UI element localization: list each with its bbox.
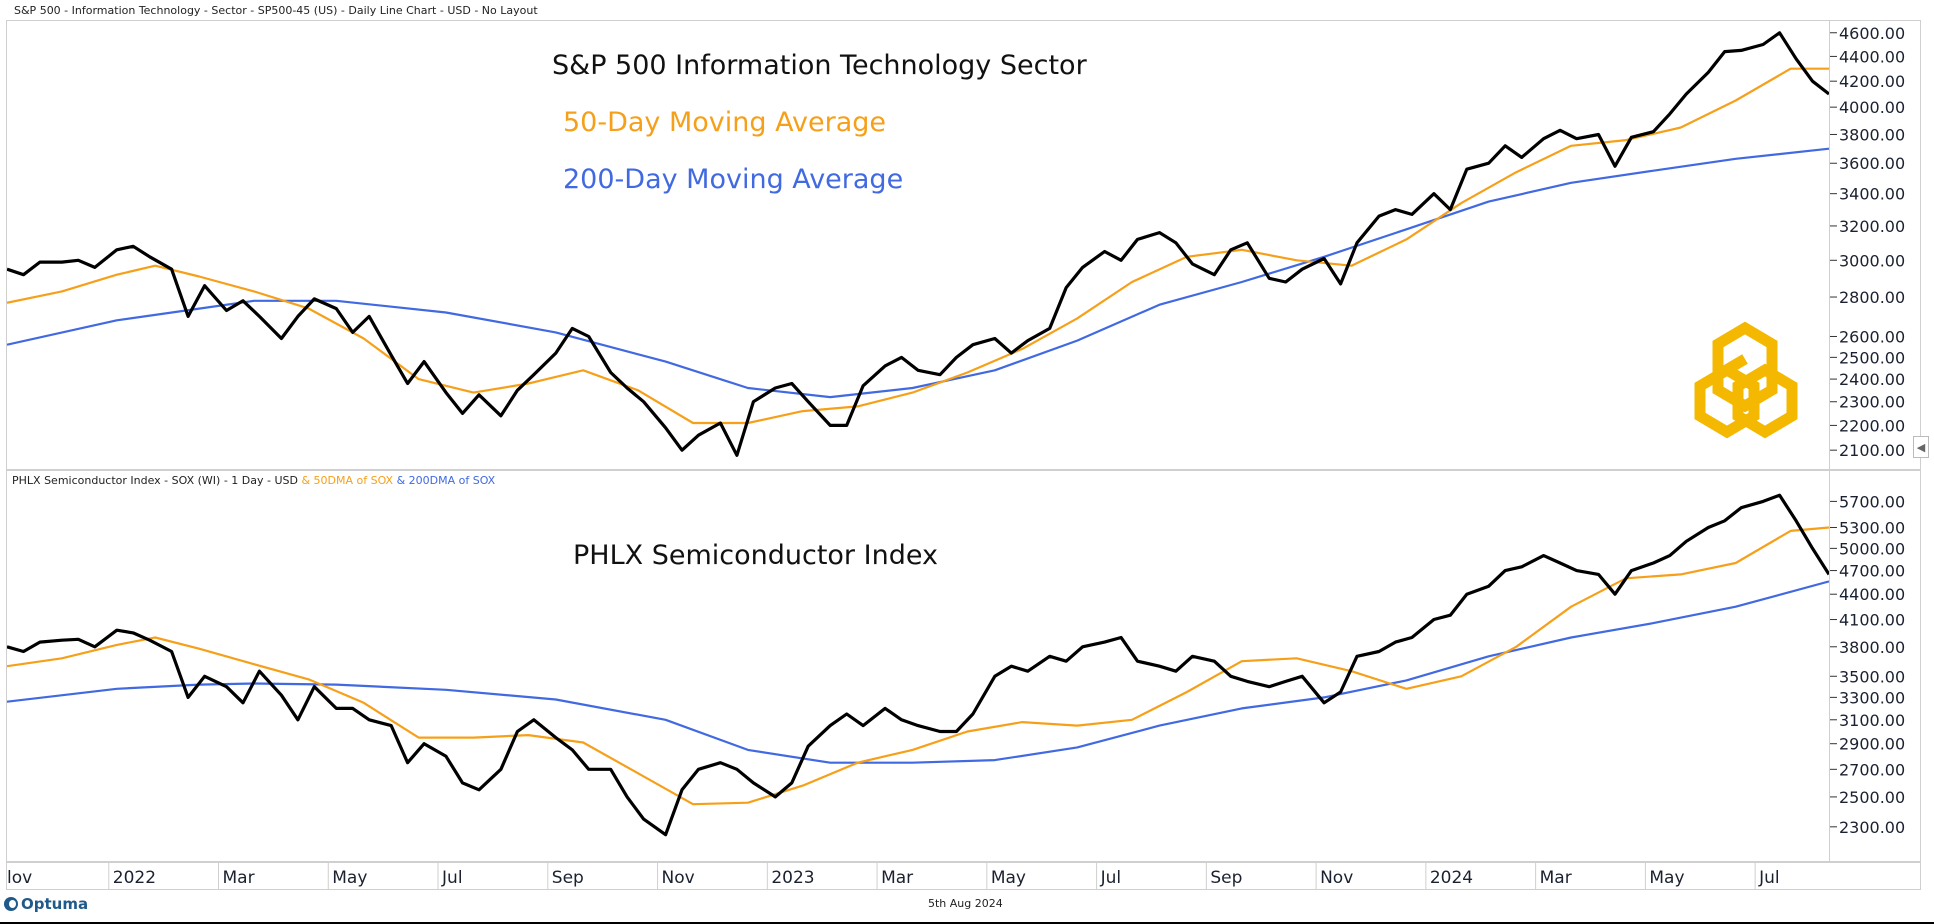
logo-hex-left bbox=[1694, 363, 1760, 439]
sox-ytick-label: 2700.00 bbox=[1839, 760, 1905, 779]
time-axis[interactable]: lov 2022 Mar May Jul Sep Nov 2023 Mar May Jul Sep No… bbox=[6, 862, 1921, 890]
sp500-it-ytick-label: 2200.00 bbox=[1839, 416, 1905, 435]
annotation-200dma: 200-Day Moving Average bbox=[563, 164, 904, 195]
sp500-it-series-price bbox=[7, 31, 1829, 457]
sox-y-ticks: 5700.00 5300.00 5000.00 4700.00 4400.00 4100.… bbox=[1830, 492, 1905, 837]
optuma-brand: Optuma bbox=[4, 895, 88, 913]
time-axis-label: Sep bbox=[552, 868, 584, 888]
sox-ytick-label: 2300.00 bbox=[1839, 818, 1905, 837]
sp500-it-ytick-label: 2300.00 bbox=[1839, 393, 1905, 412]
time-axis-label: 2024 bbox=[1430, 868, 1473, 888]
sox-ytick-label: 2900.00 bbox=[1839, 735, 1905, 754]
sp500-it-plot bbox=[7, 31, 1829, 457]
sox-panel[interactable] bbox=[6, 470, 1830, 862]
sox-ytick-label: 5300.00 bbox=[1839, 518, 1905, 537]
sox-200dma-label: & 200DMA of SOX bbox=[393, 474, 496, 487]
sp500-it-ytick-label: 2400.00 bbox=[1839, 370, 1905, 389]
time-axis-label: Jul bbox=[1100, 868, 1122, 888]
sp500-it-ytick-label: 3600.00 bbox=[1839, 154, 1905, 173]
time-axis-label: Jul bbox=[1758, 868, 1780, 888]
sox-ytick-label: 3500.00 bbox=[1839, 667, 1905, 686]
logo-hex-right bbox=[1732, 363, 1798, 439]
sox-ytick-label: 5700.00 bbox=[1839, 492, 1905, 511]
sox-ytick-label: 3300.00 bbox=[1839, 688, 1905, 707]
sp500-it-ytick-label: 2600.00 bbox=[1839, 327, 1905, 346]
time-axis-label: Mar bbox=[881, 868, 913, 888]
sp500-it-ytick-label: 4000.00 bbox=[1839, 98, 1905, 117]
sp500-it-ytick-label: 3200.00 bbox=[1839, 217, 1905, 236]
sp500-it-ytick-label: 4600.00 bbox=[1839, 24, 1905, 43]
time-axis-label: May bbox=[332, 868, 367, 888]
time-axis-label: Mar bbox=[223, 868, 255, 888]
annotation-sp500-it: S&P 500 Information Technology Sector bbox=[552, 50, 1087, 81]
sox-label: PHLX Semiconductor Index - SOX (WI) - 1 … bbox=[12, 474, 298, 487]
sp500-it-ytick-label: 2800.00 bbox=[1839, 288, 1905, 307]
bottom-panel-header: PHLX Semiconductor Index - SOX (WI) - 1 … bbox=[12, 474, 495, 487]
time-axis-label: 2023 bbox=[771, 868, 814, 888]
sox-plot bbox=[7, 493, 1829, 837]
time-axis-label: 2022 bbox=[113, 868, 156, 888]
sox-ytick-label: 5000.00 bbox=[1839, 539, 1905, 558]
time-axis-label: May bbox=[991, 868, 1026, 888]
sox-ytick-label: 4400.00 bbox=[1839, 585, 1905, 604]
sox-series-200dma-of-sox bbox=[7, 580, 1829, 764]
sp500-it-ytick-label: 3000.00 bbox=[1839, 251, 1905, 270]
optuma-logo-icon bbox=[4, 897, 18, 911]
sp500-it-ytick-label: 3800.00 bbox=[1839, 125, 1905, 144]
sox-ytick-label: 3100.00 bbox=[1839, 711, 1905, 730]
top-panel-header: S&P 500 - Information Technology - Secto… bbox=[14, 4, 538, 17]
sp500-it-ytick-label: 4200.00 bbox=[1839, 72, 1905, 91]
time-axis-label: Jul bbox=[441, 868, 463, 888]
sox-50dma-label: & 50DMA of SOX bbox=[297, 474, 394, 487]
sp500-it-ytick-label: 2500.00 bbox=[1839, 348, 1905, 367]
time-axis-label: Nov bbox=[1320, 868, 1353, 888]
sox-series-sox bbox=[7, 493, 1829, 837]
sp500-it-y-ticks: 4600.00 4400.00 4200.00 4000.00 3800.00 3600.… bbox=[1830, 24, 1905, 460]
sp500-it-ytick-label: 3400.00 bbox=[1839, 185, 1905, 204]
brand-logo-icon bbox=[1694, 321, 1798, 439]
sp500-it-ytick-label: 4400.00 bbox=[1839, 47, 1905, 66]
sp500-it-y-axis[interactable]: 4600.00 4400.00 4200.00 4000.00 3800.00 3600.… bbox=[1829, 20, 1921, 470]
collapse-axis-button[interactable]: ◀ bbox=[1913, 436, 1929, 458]
time-axis-label: Mar bbox=[1540, 868, 1572, 888]
annotation-50dma: 50-Day Moving Average bbox=[563, 107, 886, 138]
time-axis-label: May bbox=[1649, 868, 1684, 888]
sp500-it-ytick-label: 2100.00 bbox=[1839, 441, 1905, 460]
time-axis-label: Sep bbox=[1210, 868, 1242, 888]
sox-ytick-label: 4700.00 bbox=[1839, 562, 1905, 581]
sox-ytick-label: 4100.00 bbox=[1839, 611, 1905, 630]
annotation-sox: PHLX Semiconductor Index bbox=[573, 540, 938, 571]
chart-date: 5th Aug 2024 bbox=[928, 897, 1003, 910]
brand-name: Optuma bbox=[21, 895, 89, 913]
time-axis-ticks: lov 2022 Mar May Jul Sep Nov 2023 Mar May Jul Sep No… bbox=[7, 863, 1780, 889]
sp500-it-series-50-day-moving-average bbox=[7, 67, 1829, 425]
time-axis-label: Nov bbox=[662, 868, 695, 888]
sox-ytick-label: 3800.00 bbox=[1839, 638, 1905, 657]
sox-ytick-label: 2500.00 bbox=[1839, 788, 1905, 807]
sox-series-50dma-of-sox bbox=[7, 526, 1829, 806]
sp500-it-panel[interactable] bbox=[6, 20, 1830, 470]
sox-y-axis[interactable]: 5700.00 5300.00 5000.00 4700.00 4400.00 4100.… bbox=[1829, 470, 1921, 862]
time-axis-label: lov bbox=[7, 868, 32, 888]
sp500-it-series-200-day-moving-average bbox=[7, 147, 1829, 399]
chevron-left-icon: ◀ bbox=[1916, 440, 1926, 454]
logo-hex-top bbox=[1712, 321, 1778, 413]
